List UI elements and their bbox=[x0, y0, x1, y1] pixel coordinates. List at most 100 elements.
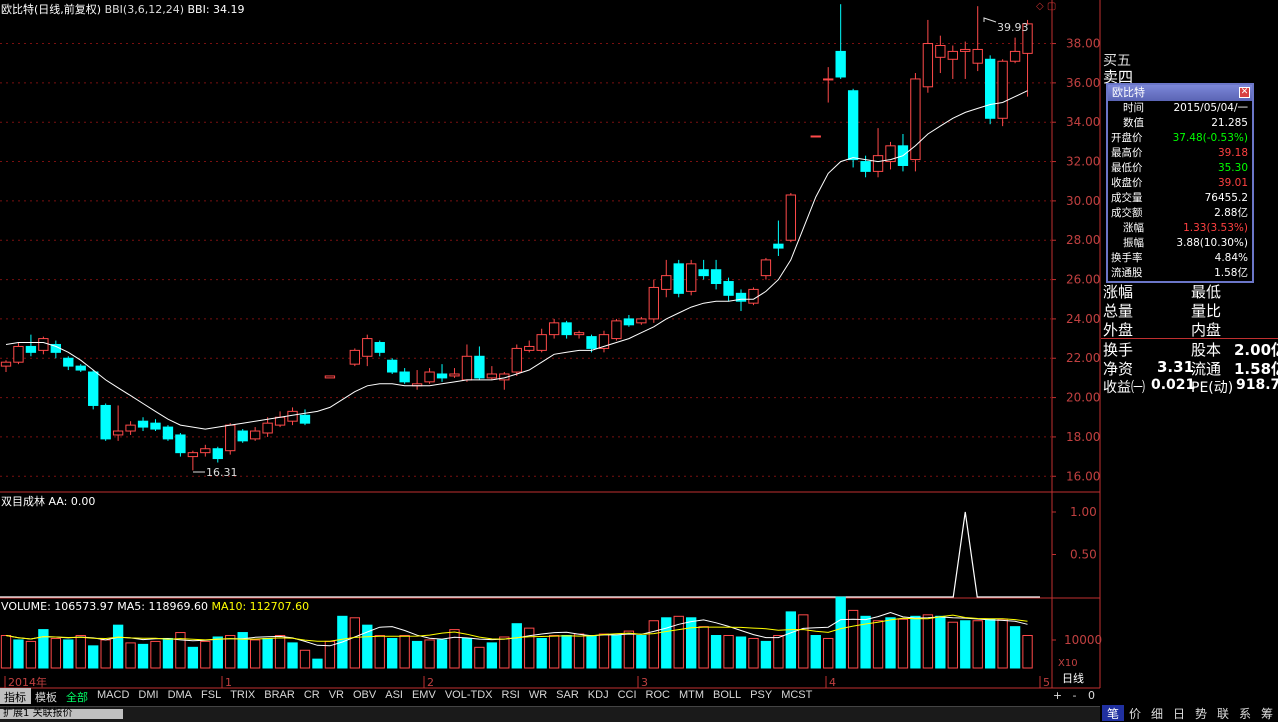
tab-boll[interactable]: BOLL bbox=[713, 689, 742, 701]
candle-body bbox=[38, 338, 49, 351]
tab-dma[interactable]: DMA bbox=[167, 689, 193, 701]
zoom-out-button[interactable]: - bbox=[1072, 689, 1077, 702]
tab-指标[interactable]: 指标 bbox=[0, 688, 31, 704]
tab-rsi[interactable]: RSI bbox=[501, 689, 520, 701]
bottom-tab[interactable]: 系 bbox=[1238, 707, 1251, 721]
volume-unit-label: X10 bbox=[1058, 658, 1078, 669]
zoom-in-button[interactable]: + bbox=[1052, 689, 1063, 702]
aa-title: 双目成林 bbox=[1, 495, 45, 508]
volume-bar bbox=[611, 635, 622, 669]
candle-info-popup[interactable]: 欧比特 ✕ 时间 2015/05/04/一 数值 21.285 开盘价 37.48(-0.… bbox=[1106, 83, 1254, 283]
y-tick-label: 26.00 bbox=[1066, 273, 1100, 287]
tab-dmi[interactable]: DMI bbox=[138, 689, 159, 701]
horizontal-scrollbar[interactable]: 扩展1 关联报价 bbox=[0, 706, 1100, 722]
volume-bar bbox=[362, 624, 373, 669]
candle-body bbox=[474, 355, 485, 379]
volume-bar bbox=[75, 635, 86, 669]
tab-vr[interactable]: VR bbox=[328, 689, 344, 701]
popup-row: 成交量 76455.2 bbox=[1108, 191, 1252, 206]
candle-body bbox=[88, 371, 99, 406]
bottom-tab[interactable]: 价 bbox=[1128, 707, 1141, 721]
partial-sell4: 卖四 bbox=[1103, 68, 1134, 86]
candle-body bbox=[710, 269, 722, 285]
popup-rows: 时间 2015/05/04/一 数值 21.285 开盘价 37.48(-0.53%) 最高… bbox=[1108, 101, 1252, 281]
candle-body bbox=[910, 78, 921, 161]
volume-value: VOLUME: 106573.97 bbox=[1, 600, 114, 613]
candle-body bbox=[698, 269, 709, 277]
x-tick-label: 3 bbox=[641, 676, 648, 689]
tab-roc[interactable]: ROC bbox=[645, 689, 670, 701]
ma5-value: MA5: 118969.60 bbox=[117, 600, 208, 613]
tab-macd[interactable]: MACD bbox=[97, 689, 130, 701]
candle-body bbox=[299, 414, 311, 424]
volume-bar bbox=[212, 636, 223, 669]
candle-body bbox=[374, 342, 385, 353]
bottom-tab[interactable]: 细 bbox=[1150, 707, 1163, 721]
candle-body bbox=[137, 420, 149, 428]
bottom-tab[interactable]: 筹 bbox=[1260, 707, 1273, 721]
volume-bar bbox=[673, 615, 684, 669]
window-controls[interactable]: ◇ ▢ bbox=[1036, 1, 1057, 12]
candle-body bbox=[387, 359, 398, 373]
candle-body bbox=[997, 60, 1008, 119]
bottom-tab[interactable]: 联 bbox=[1216, 707, 1229, 721]
tab-mcst[interactable]: MCST bbox=[781, 689, 813, 701]
y-tick-label: 24.00 bbox=[1066, 312, 1100, 326]
candle-body bbox=[661, 275, 672, 290]
tab-cr[interactable]: CR bbox=[303, 689, 320, 701]
candle-body bbox=[673, 263, 684, 294]
candle-body bbox=[922, 43, 934, 88]
volume-bar bbox=[374, 635, 385, 669]
candle-body bbox=[785, 194, 797, 241]
volume-bar bbox=[548, 635, 560, 669]
tab-wr[interactable]: WR bbox=[528, 689, 548, 701]
rp-row-zhangfu: 涨幅 最低 bbox=[1103, 283, 1222, 301]
volume-bar bbox=[499, 636, 510, 669]
scroll-thumb[interactable]: 扩展1 关联报价 bbox=[0, 709, 123, 719]
volume-bar bbox=[972, 620, 983, 669]
candle-body bbox=[362, 338, 373, 357]
y-tick-label: 36.00 bbox=[1066, 76, 1100, 90]
volume-bar bbox=[661, 617, 672, 669]
popup-row: 流通股 1.58亿 bbox=[1108, 266, 1252, 281]
popup-row-label: 最低价 bbox=[1111, 162, 1143, 174]
zoom-reset-button[interactable]: 0 bbox=[1088, 689, 1095, 702]
aa-line bbox=[0, 511, 1040, 598]
volume-bar bbox=[411, 640, 423, 669]
bottom-tab[interactable]: 势 bbox=[1194, 707, 1207, 721]
candle-body bbox=[212, 448, 223, 460]
popup-row-label: 成交额 bbox=[1111, 207, 1143, 219]
volume-bar bbox=[424, 639, 435, 669]
volume-bar bbox=[798, 614, 809, 669]
volume-bar bbox=[13, 639, 24, 669]
volume-bar bbox=[947, 621, 958, 669]
high-price-label: 39.93 bbox=[997, 21, 1029, 34]
candle-body bbox=[598, 334, 610, 349]
volume-bar bbox=[287, 642, 298, 669]
bottom-tab[interactable]: 日 bbox=[1172, 707, 1185, 721]
tab-mtm[interactable]: MTM bbox=[678, 689, 705, 701]
tab-obv[interactable]: OBV bbox=[353, 689, 377, 701]
tab-brar[interactable]: BRAR bbox=[264, 689, 295, 701]
tab-vol-tdx[interactable]: VOL-TDX bbox=[444, 689, 493, 701]
close-icon[interactable]: ✕ bbox=[1239, 87, 1250, 98]
tab-cci[interactable]: CCI bbox=[617, 689, 637, 701]
tab-kdj[interactable]: KDJ bbox=[587, 689, 609, 701]
tab-fsl[interactable]: FSL bbox=[201, 689, 222, 701]
tab-sar[interactable]: SAR bbox=[556, 689, 579, 701]
tab-trix[interactable]: TRIX bbox=[230, 689, 256, 701]
tab-emv[interactable]: EMV bbox=[411, 689, 436, 701]
popup-title-bar[interactable]: 欧比特 ✕ bbox=[1108, 85, 1252, 101]
popup-row: 涨幅 1.33(3.53%) bbox=[1108, 221, 1252, 236]
bottom-tab[interactable]: 笔 bbox=[1102, 705, 1124, 721]
volume-bar bbox=[461, 637, 473, 669]
popup-row-label: 数值 bbox=[1123, 117, 1144, 129]
tab-模板[interactable]: 模板 bbox=[35, 692, 57, 704]
candle-body bbox=[972, 48, 983, 64]
tab-全部[interactable]: 全部 bbox=[66, 692, 88, 704]
tab-asi[interactable]: ASI bbox=[385, 689, 403, 701]
popup-row-value: 37.48(-0.53%) bbox=[1172, 132, 1248, 144]
tab-psy[interactable]: PSY bbox=[750, 689, 773, 701]
